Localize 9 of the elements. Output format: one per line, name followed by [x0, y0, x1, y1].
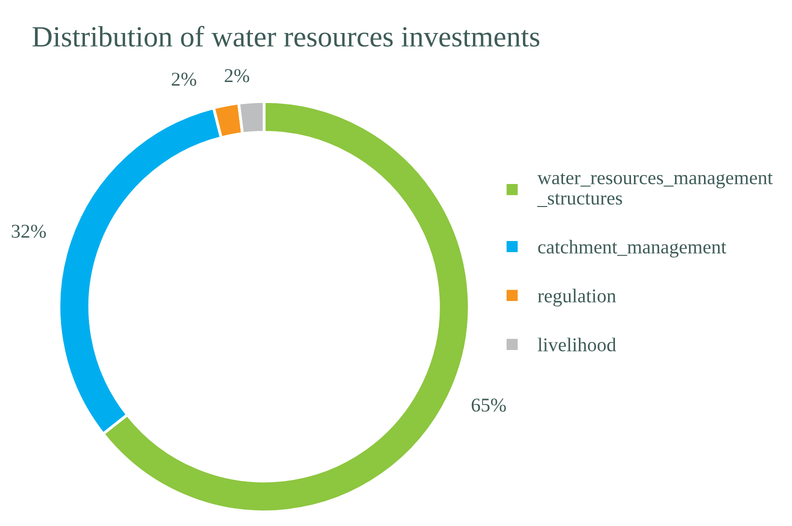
legend-label: regulation [538, 288, 616, 306]
data-label: 2% [172, 72, 196, 86]
data-label: 65% [472, 398, 506, 412]
data-label: 2% [224, 69, 250, 82]
legend-label: water_resources_management_structures [537, 173, 773, 207]
chart-title: Distribution of water resources investments [32, 26, 540, 47]
data-label: 32% [12, 224, 46, 238]
legend-label: catchment_management [538, 240, 726, 258]
legend-label: livelihood [538, 338, 616, 352]
